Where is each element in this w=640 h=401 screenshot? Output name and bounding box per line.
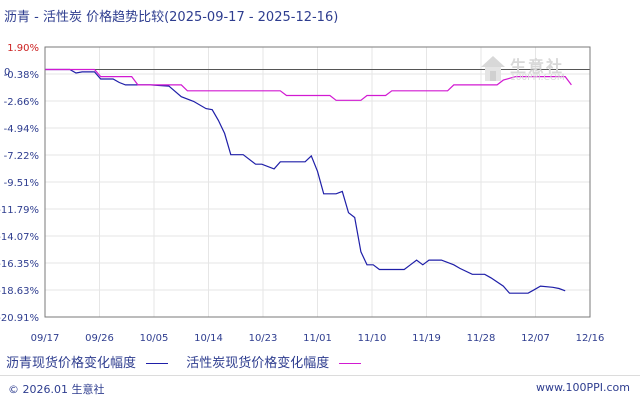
- x-tick-label: 10/05: [140, 333, 169, 344]
- y-tick-label: -0.38%: [4, 70, 39, 81]
- y-tick-label: -2.66%: [4, 97, 39, 108]
- x-tick-label: 11/28: [467, 333, 496, 344]
- footer: © 2026.01 生意社 www.100PPI.com: [0, 375, 640, 401]
- y-tick-label: -16.35%: [0, 259, 39, 270]
- x-tick-label: 11/10: [358, 333, 387, 344]
- x-tick-label: 11/01: [303, 333, 332, 344]
- x-tick-label: 11/19: [412, 333, 441, 344]
- footer-copyright: © 2026.01 生意社: [8, 383, 105, 396]
- y-tick-label: -14.07%: [0, 232, 39, 243]
- y-tick-label: -4.94%: [4, 124, 39, 135]
- watermark-brand: 生意社: [510, 57, 565, 76]
- watermark: 生意社 100PPI.COM: [478, 50, 588, 90]
- y-tick-label: -18.63%: [0, 286, 39, 297]
- footer-site-link[interactable]: www.100PPI.com: [536, 381, 630, 394]
- legend-line: [339, 363, 362, 364]
- x-tick-label: 09/17: [31, 333, 60, 344]
- y-tick-label: -11.79%: [0, 205, 39, 216]
- legend-line: [146, 363, 169, 364]
- y-tick-labels: 1.90% -0.38% -2.66% -4.94% -7.22% -9.51% -11.7…: [0, 43, 39, 324]
- chart-title: 沥青 - 活性炭 价格趋势比较(2025-09-17 - 2025-12-16): [4, 10, 339, 25]
- y-tick-label: -7.22%: [4, 151, 39, 162]
- x-tick-label: 09/26: [85, 333, 114, 344]
- legend-label: 活性炭现货价格变化幅度: [186, 356, 330, 371]
- x-tick-label: 12/16: [576, 333, 605, 344]
- series-line-activated-carbon: [45, 68, 572, 101]
- series-line-asphalt: [45, 68, 566, 294]
- x-tick-label: 10/23: [249, 333, 278, 344]
- x-tick-labels: 09/17 09/26 10/05 10/14 10/23 11/01 11/10 11/19…: [31, 333, 605, 344]
- x-tick-label: 12/07: [521, 333, 550, 344]
- y-tick-label: 1.90%: [7, 43, 39, 54]
- legend-label: 沥青现货价格变化幅度: [6, 356, 137, 371]
- legend: 沥青现货价格变化幅度 活性炭现货价格变化幅度: [6, 352, 375, 371]
- y-tick-label: -9.51%: [4, 178, 39, 189]
- watermark-url: 100PPI.COM: [510, 73, 565, 83]
- house-logo-icon: [481, 56, 505, 81]
- plot-border: [44, 46, 591, 318]
- x-tick-label: 10/14: [194, 333, 223, 344]
- zero-label: 0: [4, 67, 10, 78]
- y-tick-label: -20.91%: [0, 313, 39, 324]
- legend-item-asphalt: 沥青现货价格变化幅度: [6, 352, 169, 371]
- legend-item-activated-carbon: 活性炭现货价格变化幅度: [186, 352, 362, 371]
- series-lines: [45, 68, 572, 294]
